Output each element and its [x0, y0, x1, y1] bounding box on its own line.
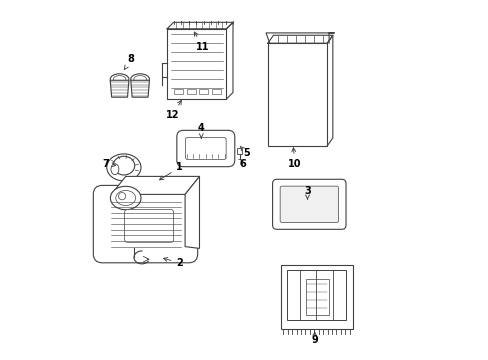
- Ellipse shape: [113, 156, 134, 175]
- Text: 5: 5: [240, 146, 249, 158]
- Bar: [174, 89, 183, 94]
- FancyBboxPatch shape: [93, 185, 197, 263]
- FancyBboxPatch shape: [280, 186, 338, 222]
- Polygon shape: [130, 80, 149, 97]
- FancyBboxPatch shape: [124, 210, 173, 242]
- Text: 3: 3: [304, 186, 310, 199]
- Polygon shape: [110, 80, 129, 97]
- Bar: [305, 279, 328, 315]
- Bar: [212, 89, 221, 94]
- Ellipse shape: [113, 76, 125, 83]
- Polygon shape: [185, 176, 199, 248]
- Bar: [237, 148, 242, 154]
- FancyBboxPatch shape: [167, 29, 226, 99]
- Text: 9: 9: [311, 332, 317, 345]
- Circle shape: [118, 193, 125, 200]
- Text: 2: 2: [163, 257, 183, 268]
- Text: 12: 12: [165, 100, 181, 120]
- Polygon shape: [111, 176, 199, 194]
- Text: 8: 8: [124, 54, 134, 69]
- Bar: [199, 89, 208, 94]
- FancyBboxPatch shape: [280, 265, 352, 329]
- Text: 4: 4: [198, 123, 204, 138]
- Text: 7: 7: [102, 159, 116, 169]
- Text: 1: 1: [159, 162, 183, 180]
- Ellipse shape: [116, 190, 135, 206]
- FancyBboxPatch shape: [185, 138, 225, 159]
- Bar: [186, 89, 196, 94]
- FancyBboxPatch shape: [267, 43, 326, 146]
- Ellipse shape: [134, 76, 146, 83]
- Text: 11: 11: [194, 32, 209, 52]
- Ellipse shape: [110, 186, 141, 210]
- Text: 6: 6: [239, 159, 245, 169]
- Ellipse shape: [110, 74, 129, 85]
- Text: 10: 10: [287, 148, 301, 169]
- Bar: [286, 270, 346, 320]
- Ellipse shape: [130, 74, 149, 85]
- Ellipse shape: [106, 154, 141, 181]
- FancyBboxPatch shape: [177, 130, 234, 167]
- Ellipse shape: [111, 164, 119, 175]
- FancyBboxPatch shape: [272, 179, 346, 229]
